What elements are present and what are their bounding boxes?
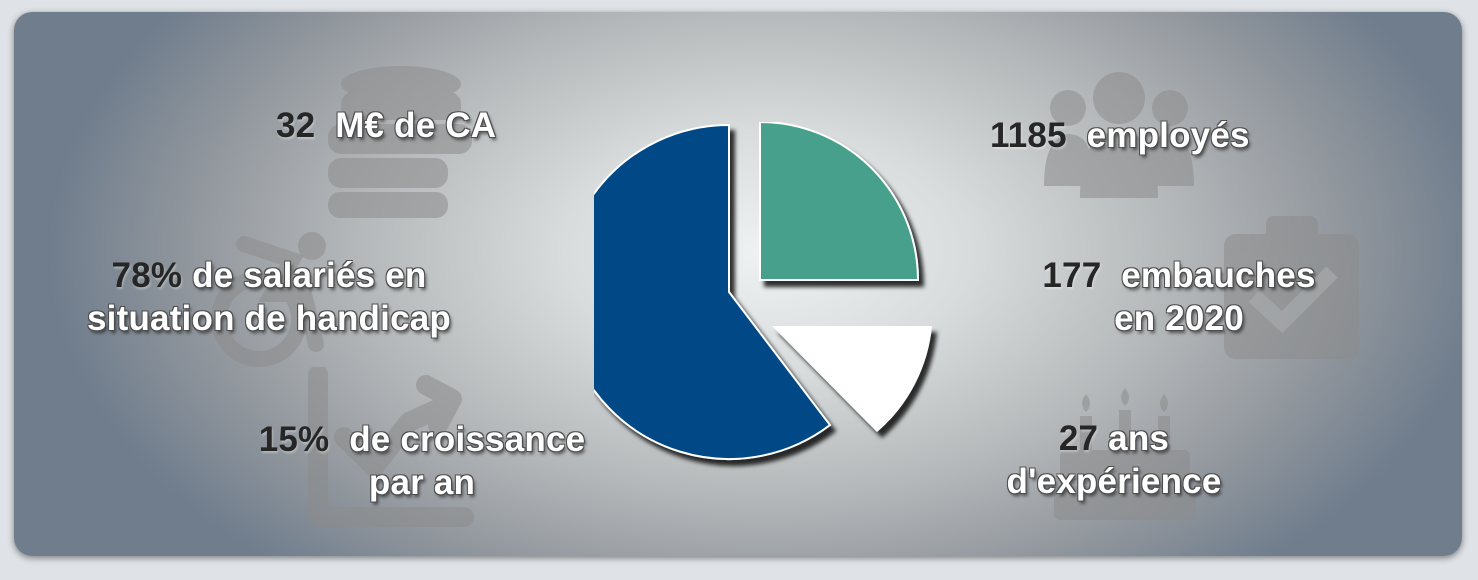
- stat-employees-value: 1185: [990, 116, 1067, 155]
- stat-growth: 15% de croissance par an: [252, 418, 592, 504]
- clipboard-check-icon: [1224, 216, 1359, 361]
- stat-growth-label-1: de croissance: [349, 420, 586, 459]
- stat-revenue: 32 M€ de CA: [276, 104, 496, 147]
- stat-experience: 27 ans d'expérience: [989, 417, 1239, 503]
- infographic-panel: 32 M€ de CA 78% de salariés en situation…: [14, 12, 1462, 556]
- stat-hires-label-1: embauches: [1121, 256, 1316, 295]
- wheelchair-icon: [204, 224, 334, 374]
- stat-experience-label-1: ans: [1108, 419, 1170, 458]
- growth-chart-icon: [304, 367, 474, 532]
- birthday-cake-icon: [1050, 374, 1200, 524]
- stat-handicap: 78% de salariés en situation de handicap: [69, 254, 469, 340]
- stat-employees-label: employés: [1086, 116, 1250, 155]
- coins-stack-icon: [326, 62, 476, 222]
- stat-employees: 1185 employés: [990, 114, 1250, 157]
- stat-hires-value: 177: [1042, 256, 1102, 295]
- stat-experience-label-2: d'expérience: [1006, 462, 1222, 501]
- stat-revenue-label: M€ de CA: [335, 106, 497, 145]
- stat-experience-value: 27: [1058, 419, 1099, 458]
- stat-growth-value: 15%: [258, 420, 330, 459]
- people-group-icon: [1044, 68, 1194, 208]
- stat-handicap-label-2: situation de handicap: [87, 299, 451, 338]
- stat-handicap-label-1: de salariés en: [192, 256, 427, 295]
- stat-revenue-value: 32: [276, 106, 316, 145]
- pie-slice-green: [759, 120, 920, 281]
- stat-handicap-value: 78%: [111, 256, 183, 295]
- stat-hires-label-2: en 2020: [1114, 299, 1244, 338]
- decorative-pie: [561, 120, 954, 487]
- stat-growth-label-2: par an: [368, 463, 476, 502]
- pie-slice-white: [772, 326, 932, 432]
- stat-hires: 177 embauches en 2020: [1034, 254, 1324, 340]
